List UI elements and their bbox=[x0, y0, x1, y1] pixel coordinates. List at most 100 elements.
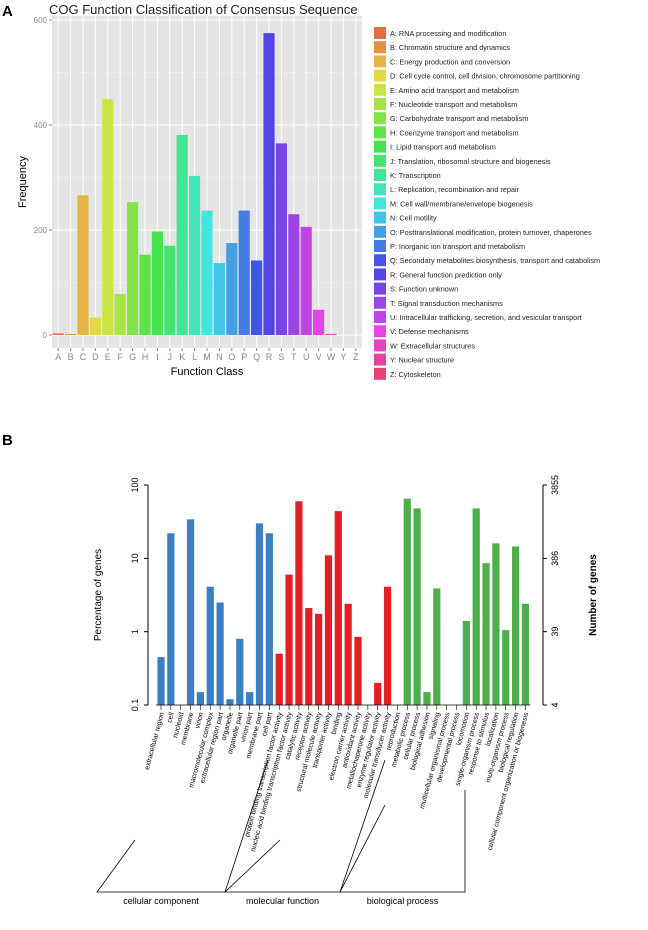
legend-swatch bbox=[374, 353, 386, 366]
legend-swatch bbox=[374, 41, 386, 54]
legend-label: Y: Nuclear structure bbox=[390, 356, 454, 365]
bar-binding bbox=[334, 511, 342, 705]
legend-label: N: Cell motility bbox=[390, 214, 437, 223]
x-tick-label: P bbox=[241, 352, 247, 362]
bar-extracellular-region-part bbox=[216, 602, 224, 705]
bar-J bbox=[164, 245, 176, 335]
bar-S bbox=[275, 143, 287, 335]
x-tick-label: cell bbox=[166, 711, 176, 723]
legend-label: U: Intracellular trafficking, secretion,… bbox=[390, 313, 582, 322]
y-tick-label: 400 bbox=[34, 121, 48, 130]
bar-antioxidant-activity bbox=[354, 636, 362, 705]
x-tick-label: U bbox=[303, 352, 310, 362]
bar-transporter-activity bbox=[324, 555, 333, 705]
panel-label-b: B bbox=[2, 432, 13, 449]
legend-swatch bbox=[374, 140, 386, 153]
bar-membrane-part bbox=[255, 523, 264, 705]
bar-V bbox=[313, 309, 325, 335]
legend-label: R: General function prediction only bbox=[390, 270, 502, 279]
legend-label: K: Transcription bbox=[390, 171, 441, 180]
bar-B bbox=[65, 333, 77, 335]
legend-swatch bbox=[374, 197, 386, 210]
legend-label: F: Nucleotide transport and metabolism bbox=[390, 100, 517, 109]
group-bracket bbox=[223, 759, 386, 893]
bar-extracellular-region bbox=[157, 657, 165, 705]
y-tick-label: 1 bbox=[130, 629, 140, 634]
y-axis-label: Percentage of genes bbox=[93, 549, 104, 641]
legend-swatch bbox=[374, 268, 386, 281]
bar-virion bbox=[196, 692, 204, 705]
x-tick-label: A bbox=[55, 352, 61, 362]
bar-multi-organism-process bbox=[502, 630, 510, 705]
legend-swatch bbox=[374, 83, 386, 96]
bar-biological-adhesion bbox=[423, 692, 431, 705]
bar-protein-binding-transcription-factor-activity bbox=[275, 653, 283, 705]
legend-swatch bbox=[374, 183, 386, 196]
chart-title: COG Function Classification of Consensus… bbox=[49, 2, 358, 17]
y-tick-label: 100 bbox=[130, 477, 140, 492]
bar-R bbox=[263, 33, 275, 335]
legend-label: T: Signal transduction mechanisms bbox=[390, 299, 503, 308]
bar-I bbox=[151, 231, 163, 335]
x-tick-label: virion bbox=[194, 712, 205, 730]
bar-enzyme-regulator-activity bbox=[374, 682, 382, 705]
legend-swatch bbox=[374, 282, 386, 295]
bar-A bbox=[52, 333, 64, 335]
x-tick-label: G bbox=[129, 352, 136, 362]
y-tick-right-label: 3855 bbox=[550, 475, 560, 495]
legend-label: J: Translation, ribosomal structure and … bbox=[390, 157, 551, 166]
y-tick-label: 10 bbox=[130, 553, 140, 563]
bar-locomotion bbox=[462, 620, 470, 705]
x-tick-label: C bbox=[80, 352, 87, 362]
bar-structural-molecule-activity bbox=[315, 613, 323, 705]
legend-swatch bbox=[374, 240, 386, 252]
legend-label: D: Cell cycle control, cell division, ch… bbox=[390, 72, 580, 81]
x-tick-label: Z bbox=[353, 352, 359, 362]
x-tick-label: J bbox=[168, 352, 173, 362]
legend-label: Q: Secondary metabolites biosynthesis, t… bbox=[390, 256, 600, 265]
bar-signaling bbox=[433, 588, 441, 705]
bar-cell-part bbox=[265, 533, 273, 705]
bar-P bbox=[238, 210, 250, 335]
y-tick-right-label: 39 bbox=[550, 627, 560, 637]
bar-metabolic-process bbox=[403, 498, 411, 705]
x-tick-label: R bbox=[266, 352, 273, 362]
y-tick-label: 0 bbox=[43, 331, 48, 340]
bar-G bbox=[127, 202, 139, 335]
legend-swatch bbox=[374, 339, 386, 352]
x-tick-label: S bbox=[278, 352, 284, 362]
legend-swatch bbox=[374, 169, 386, 181]
legend-swatch bbox=[374, 112, 386, 125]
bar-receptor-activity bbox=[305, 608, 313, 705]
y-tick-right-label: 386 bbox=[550, 551, 560, 566]
legend-label: E: Amino acid transport and metabolism bbox=[390, 86, 519, 95]
y-axis-right-label: Number of genes bbox=[588, 554, 599, 636]
x-axis-label: Function Class bbox=[171, 366, 244, 378]
bar-L bbox=[189, 175, 201, 335]
legend-swatch bbox=[374, 225, 386, 238]
legend-swatch bbox=[374, 211, 386, 224]
group-bracket bbox=[96, 759, 269, 893]
bar-U bbox=[300, 226, 312, 335]
y-axis-label: Frequency bbox=[17, 156, 29, 208]
legend-swatch bbox=[374, 367, 386, 380]
x-tick-label: Q bbox=[253, 352, 260, 362]
legend-swatch bbox=[374, 27, 386, 39]
bar-O bbox=[226, 243, 238, 335]
legend-swatch bbox=[374, 254, 386, 267]
bar-response-to-stimulus bbox=[482, 563, 490, 705]
bar-localization bbox=[492, 543, 500, 705]
bar-D bbox=[89, 317, 101, 335]
bar-M bbox=[201, 210, 213, 335]
x-tick-label: E bbox=[105, 352, 111, 362]
bar-cell bbox=[167, 533, 175, 705]
legend-swatch bbox=[374, 55, 386, 68]
legend-label: P: Inorganic ion transport and metabolis… bbox=[390, 242, 525, 251]
bar-F bbox=[114, 294, 126, 335]
x-tick-label: K bbox=[179, 352, 185, 362]
bar-C bbox=[77, 195, 89, 335]
group-bracket bbox=[339, 790, 466, 893]
group-label-cellular-component: cellular component bbox=[123, 896, 199, 906]
y-tick-right-label: 4 bbox=[550, 702, 560, 707]
bar-nucleic-acid-binding-transcription-factor-activity bbox=[285, 574, 293, 705]
